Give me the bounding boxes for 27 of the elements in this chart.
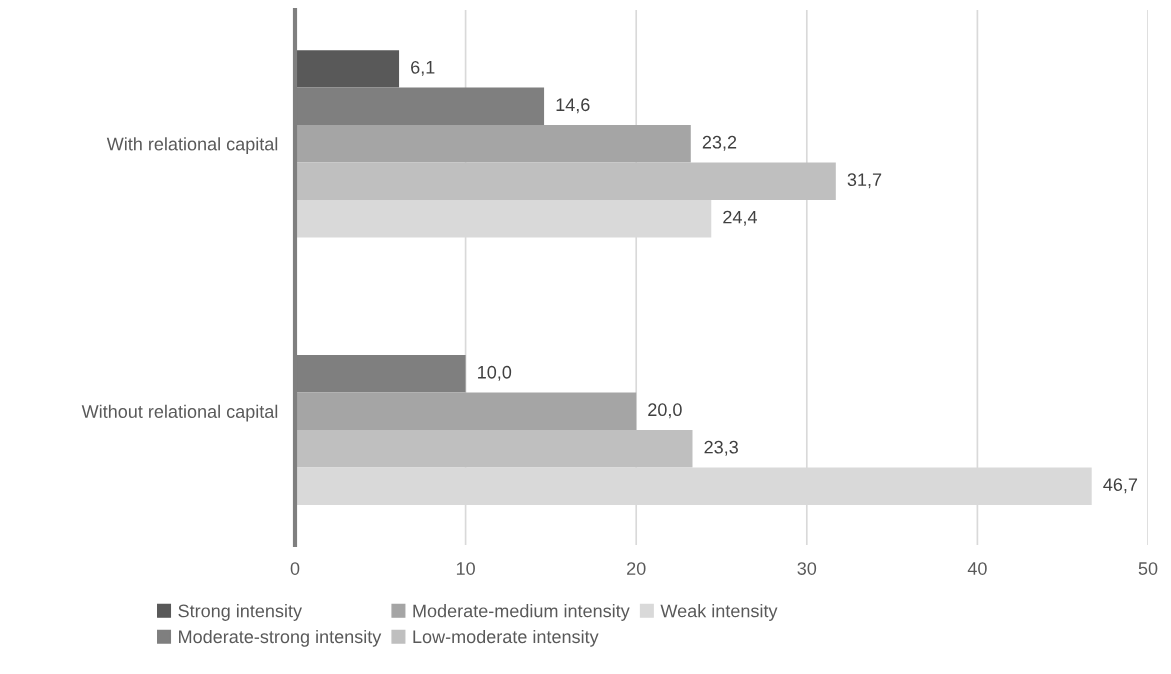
data-label: 31,7 [847,173,882,189]
x-tick-label: 10 [456,562,475,575]
legend-label: Moderate-strong intensity [179,629,382,647]
bar [295,50,400,88]
data-label: 23,2 [702,135,737,151]
bar [295,429,693,468]
legend-label: Moderate-medium intensity [413,604,630,621]
bar [295,162,836,200]
x-tick-label: 30 [797,562,817,575]
data-label: 23,3 [704,440,738,456]
data-label: 14,6 [556,98,590,114]
legend-label: Strong intensity [178,604,302,621]
data-label: 20,0 [648,403,682,419]
y-tick-label: Without relational capital [81,404,278,422]
x-tick-label: 40 [967,562,987,575]
bar [295,125,691,163]
x-tick-label: 20 [627,562,646,575]
x-tick-label: 50 [1138,562,1158,575]
x-tick-label: 0 [290,562,300,575]
legend-label: Low-moderate intensity [413,629,599,647]
data-label: 24,4 [723,210,757,226]
y-tick-label: With relational capital [106,137,278,155]
data-label: 10,0 [478,365,512,381]
data-label: 46,7 [1103,478,1138,494]
legend-label: Weak intensity [660,604,778,621]
data-label: 6,1 [411,60,435,76]
bar [295,392,637,430]
